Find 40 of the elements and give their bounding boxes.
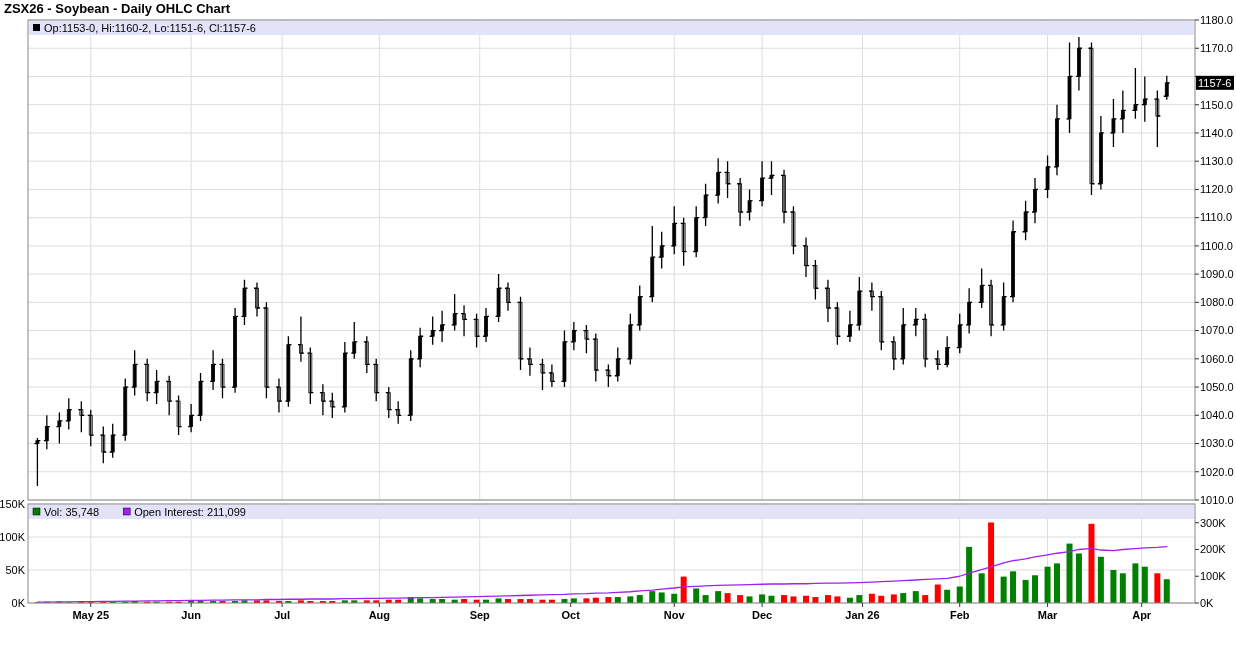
y-tick-label: 150K (0, 497, 26, 510)
x-tick-label: Jul (274, 609, 291, 621)
y-tick-label: 1090.0 (1200, 267, 1234, 280)
x-tick-label: Aug (368, 609, 391, 621)
y-tick-label: 1070.0 (1200, 324, 1234, 337)
annotation: 1157-6 (1198, 76, 1232, 89)
y-tick-label: 1030.0 (1200, 437, 1234, 450)
x-tick-label: May 25 (72, 609, 110, 621)
x-tick-label: Nov (663, 609, 686, 621)
y-tick-label: 1120.0 (1200, 183, 1233, 196)
y-tick-label: 1040.0 (1200, 409, 1234, 422)
y2-tick-label: 300K (1200, 516, 1227, 529)
legend-label: Open Interest: 211,099 (134, 505, 246, 518)
y2-tick-label: 200K (1200, 543, 1227, 556)
x-tick-label: Feb (949, 609, 970, 621)
y-tick-label: 1140.0 (1200, 126, 1233, 139)
y-tick-label: 100K (0, 530, 26, 543)
y-tick-label: 1060.0 (1200, 352, 1234, 365)
legend-label: Vol: 35,748 (44, 505, 100, 518)
x-tick-label: Sep (469, 609, 491, 621)
x-tick-label: Apr (1132, 609, 1152, 621)
y-tick-label: 1100.0 (1200, 239, 1233, 252)
y-tick-label: 1010.0 (1200, 493, 1234, 506)
x-tick-label: Oct (561, 609, 581, 621)
y-tick-label: 1170.0 (1200, 42, 1233, 55)
y-tick-label: 1150.0 (1200, 98, 1233, 111)
x-tick-label: Jun (181, 609, 202, 621)
chart-title: ZSX26 - Soybean - Daily OHLC Chart (4, 1, 231, 16)
y-tick-label: 1110.0 (1200, 211, 1233, 224)
y-tick-label: 50K (5, 563, 26, 576)
y-tick-label: 1050.0 (1200, 380, 1234, 393)
annotation: Op:1153-0, Hi:1160-2, Lo:1151-6, Cl:1157-6 (44, 21, 256, 34)
y-tick-label: 1020.0 (1200, 465, 1234, 478)
x-tick-label: Dec (751, 609, 773, 621)
y-tick-label: 1080.0 (1200, 296, 1234, 309)
y-tick-label: 1180.0 (1200, 13, 1233, 26)
y-tick-label: 0K (11, 596, 26, 609)
x-tick-label: Mar (1037, 609, 1059, 621)
y-tick-label: 1130.0 (1200, 155, 1233, 168)
x-tick-label: Jan 26 (845, 609, 880, 621)
